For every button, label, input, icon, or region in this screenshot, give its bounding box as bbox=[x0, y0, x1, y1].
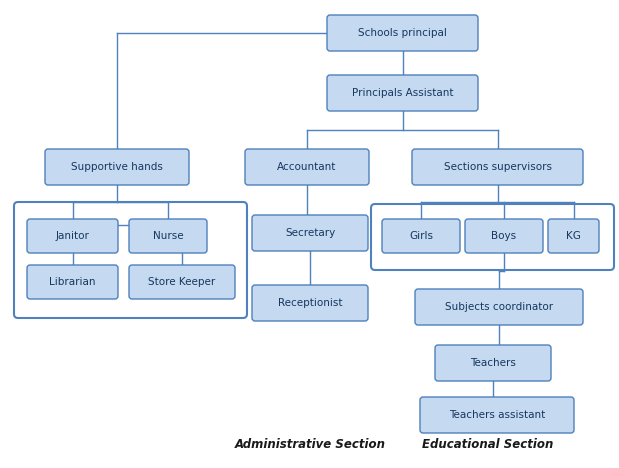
Text: Administrative Section: Administrative Section bbox=[235, 439, 386, 452]
FancyBboxPatch shape bbox=[412, 149, 583, 185]
FancyBboxPatch shape bbox=[415, 289, 583, 325]
Text: Schools principal: Schools principal bbox=[358, 28, 447, 38]
FancyBboxPatch shape bbox=[420, 397, 574, 433]
FancyBboxPatch shape bbox=[129, 219, 207, 253]
Text: Subjects coordinator: Subjects coordinator bbox=[445, 302, 553, 312]
Text: Librarian: Librarian bbox=[50, 277, 96, 287]
Text: Principals Assistant: Principals Assistant bbox=[352, 88, 453, 98]
Text: Educational Section: Educational Section bbox=[422, 439, 553, 452]
Text: Girls: Girls bbox=[409, 231, 433, 241]
FancyBboxPatch shape bbox=[252, 285, 368, 321]
FancyBboxPatch shape bbox=[327, 15, 478, 51]
FancyBboxPatch shape bbox=[252, 215, 368, 251]
FancyBboxPatch shape bbox=[27, 219, 118, 253]
FancyBboxPatch shape bbox=[245, 149, 369, 185]
FancyBboxPatch shape bbox=[129, 265, 235, 299]
FancyBboxPatch shape bbox=[435, 345, 551, 381]
Text: KG: KG bbox=[566, 231, 581, 241]
FancyBboxPatch shape bbox=[27, 265, 118, 299]
Text: Supportive hands: Supportive hands bbox=[71, 162, 163, 172]
FancyBboxPatch shape bbox=[465, 219, 543, 253]
Text: Secretary: Secretary bbox=[285, 228, 335, 238]
FancyBboxPatch shape bbox=[548, 219, 599, 253]
Text: Boys: Boys bbox=[491, 231, 517, 241]
Text: Janitor: Janitor bbox=[56, 231, 89, 241]
Text: Receptionist: Receptionist bbox=[278, 298, 342, 308]
Text: Teachers: Teachers bbox=[470, 358, 516, 368]
Text: Accountant: Accountant bbox=[277, 162, 337, 172]
Text: Sections supervisors: Sections supervisors bbox=[443, 162, 552, 172]
FancyBboxPatch shape bbox=[382, 219, 460, 253]
Text: Teachers assistant: Teachers assistant bbox=[449, 410, 545, 420]
FancyBboxPatch shape bbox=[327, 75, 478, 111]
Text: Store Keeper: Store Keeper bbox=[149, 277, 215, 287]
Text: Nurse: Nurse bbox=[153, 231, 183, 241]
FancyBboxPatch shape bbox=[45, 149, 189, 185]
